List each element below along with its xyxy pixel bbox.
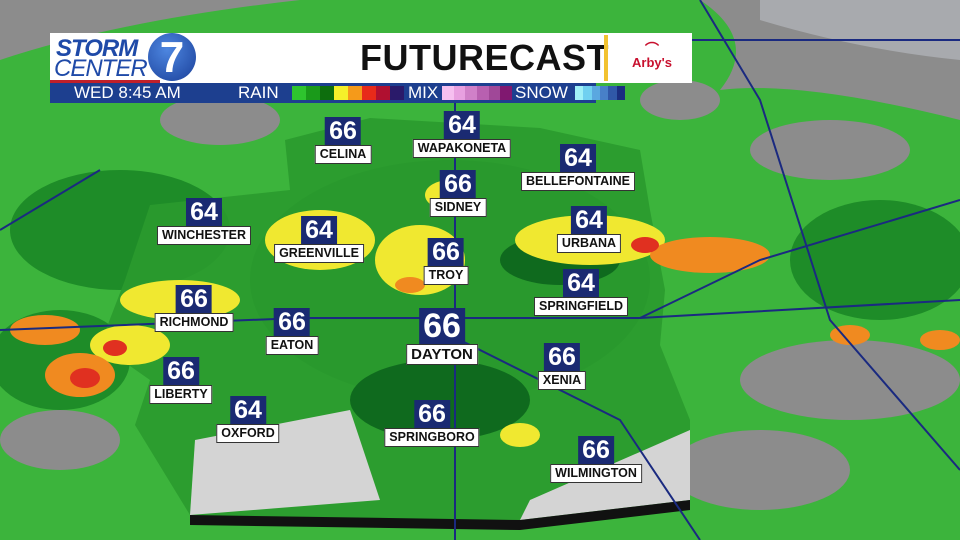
logo-text: CENTER: [54, 55, 148, 82]
city-name: WILMINGTON: [550, 464, 642, 483]
legend-swatch: [591, 86, 600, 100]
city-name: GREENVILLE: [274, 244, 364, 263]
legend-swatch: [390, 86, 404, 100]
city-marker: 64 GREENVILLE: [274, 216, 364, 263]
legend-swatch: [376, 86, 390, 100]
legend-swatch: [320, 86, 334, 100]
city-name: CELINA: [314, 145, 372, 164]
temperature: 66: [440, 170, 476, 198]
city-name: SPRINGBORO: [384, 428, 480, 447]
arbys-hat-icon: ⌒: [645, 41, 659, 57]
legend-swatch: [292, 86, 306, 100]
city-name: TROY: [423, 266, 469, 285]
city-name: SIDNEY: [429, 198, 487, 217]
temperature: 66: [419, 308, 465, 344]
temperature: 66: [578, 436, 614, 464]
legend-swatch: [306, 86, 320, 100]
city-name: BELLEFONTAINE: [521, 172, 635, 191]
temperature: 64: [301, 216, 337, 244]
temperature: 66: [428, 238, 464, 266]
forecast-time: WED 8:45 AM: [74, 83, 181, 102]
city-name: EATON: [265, 336, 319, 355]
temperature: 64: [186, 198, 222, 226]
temperature: 64: [563, 269, 599, 297]
temperature: 64: [571, 206, 607, 234]
legend-swatch: [583, 86, 592, 100]
legend-swatch: [348, 86, 362, 100]
city-name: WINCHESTER: [156, 226, 252, 245]
city-marker: 64 OXFORD: [216, 396, 280, 443]
city-marker: 64 BELLEFONTAINE: [521, 144, 635, 191]
temperature: 66: [414, 400, 450, 428]
rain-label: RAIN: [238, 83, 279, 102]
city-marker: 64 WAPAKONETA: [412, 111, 512, 158]
temperature: 64: [560, 144, 596, 172]
rain-scale: [292, 86, 404, 100]
legend-swatch: [599, 86, 609, 100]
logo-text: STORM: [56, 35, 138, 62]
city-name: SPRINGFIELD: [533, 297, 629, 316]
legend-swatch: [608, 86, 617, 100]
legend-bar: WED 8:45 AM RAIN MIX SNOW: [50, 83, 625, 103]
temperature: 66: [176, 285, 212, 313]
city-name: LIBERTY: [149, 385, 213, 404]
temperature: 66: [325, 117, 361, 145]
city-marker: 66 EATON: [265, 308, 319, 355]
snow-label: SNOW: [515, 83, 568, 102]
city-marker: 64 WINCHESTER: [156, 198, 252, 245]
temperature: 66: [163, 357, 199, 385]
page-title: FUTURECAST: [360, 37, 609, 78]
legend-swatch: [575, 86, 584, 100]
logo-seven: 7: [148, 33, 196, 82]
mix-label: MIX: [408, 83, 439, 102]
temperature: 66: [544, 343, 580, 371]
city-name: RICHMOND: [154, 313, 234, 332]
city-marker: 66 XENIA: [537, 343, 587, 390]
sponsor-text: Arby's: [632, 55, 672, 70]
city-marker: 66 CELINA: [314, 117, 372, 164]
temperature: 64: [230, 396, 266, 424]
mix-scale: [442, 86, 513, 100]
sponsor-logo: ⌒ Arby's: [620, 41, 684, 70]
legend-swatch: [442, 86, 454, 100]
city-name: OXFORD: [216, 424, 280, 443]
temperature: 64: [444, 111, 480, 139]
city-marker: 64 SPRINGFIELD: [533, 269, 629, 316]
city-marker-dayton: 66 DAYTON: [406, 308, 478, 365]
city-marker: 66 RICHMOND: [154, 285, 234, 332]
city-marker: 66 WILMINGTON: [550, 436, 642, 483]
legend-swatch: [362, 86, 376, 100]
legend-swatch: [500, 86, 513, 100]
city-marker: 66 TROY: [423, 238, 469, 285]
storm-center-7-logo: STORM CENTER 7: [50, 33, 200, 83]
legend-swatch: [488, 86, 501, 100]
legend-swatch: [477, 86, 489, 100]
city-name: DAYTON: [406, 344, 478, 365]
city-marker: 64 URBANA: [556, 206, 622, 253]
snow-scale: [575, 86, 625, 100]
city-name: URBANA: [556, 234, 622, 253]
legend-swatch: [334, 86, 348, 100]
city-marker: 66 SPRINGBORO: [384, 400, 480, 447]
legend-swatch: [616, 86, 625, 100]
divider: [604, 35, 608, 81]
logo-underline: [50, 80, 160, 83]
city-name: XENIA: [537, 371, 587, 390]
temperature: 66: [274, 308, 310, 336]
city-marker: 66 LIBERTY: [149, 357, 213, 404]
radar-intense: [70, 237, 659, 388]
lake-erie: [760, 0, 960, 60]
header-panel: STORM CENTER 7 FUTURECAST ⌒ Arby's: [50, 33, 692, 83]
city-marker: 66 SIDNEY: [429, 170, 487, 217]
city-name: WAPAKONETA: [412, 139, 512, 158]
land-gaps: [0, 80, 960, 510]
legend-swatch: [465, 86, 478, 100]
legend-swatch: [453, 86, 466, 100]
